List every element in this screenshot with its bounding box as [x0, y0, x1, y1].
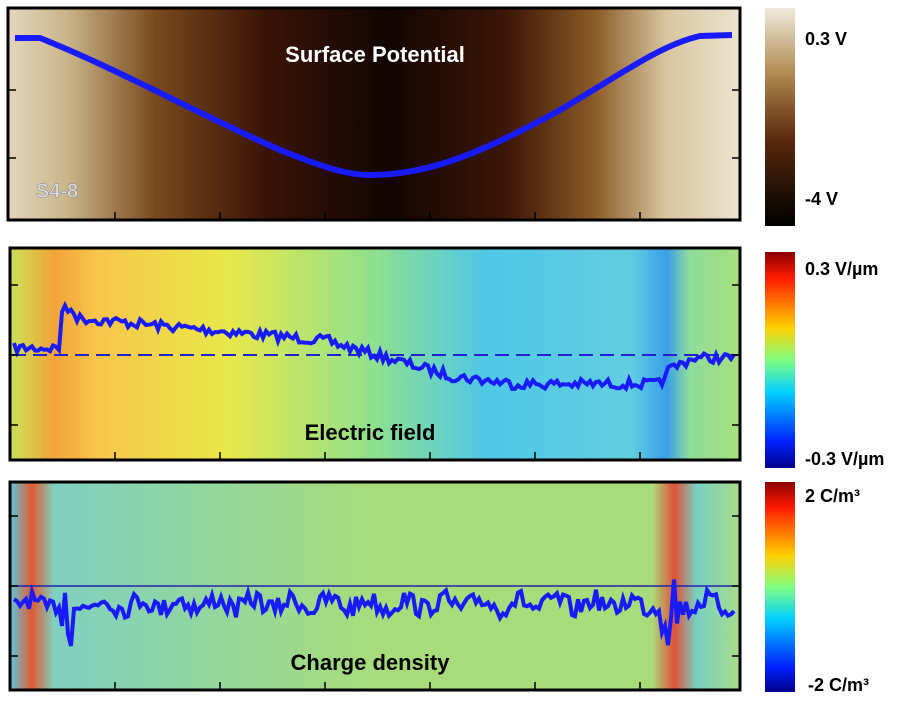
colorbar: [765, 252, 795, 468]
colorbar-min: -2 C/m³: [808, 675, 869, 695]
colorbar-max: 2 C/m³: [805, 486, 860, 506]
sample-label: S4-8: [36, 180, 78, 202]
colorbar-min: -0.3 V/µm: [805, 449, 884, 469]
panel-title: Surface Potential: [285, 42, 465, 67]
colorbar-max: 0.3 V: [805, 29, 847, 49]
colorbar: [765, 482, 795, 692]
colorbar-min: -4 V: [805, 189, 838, 209]
panel-title: Electric field: [305, 420, 436, 445]
tick-marks: [8, 89, 740, 690]
potential-map: [6, 6, 742, 222]
charge-profile: [12, 579, 736, 647]
colorbar-max: 0.3 V/µm: [805, 259, 878, 279]
field-profile: [12, 300, 736, 393]
colorbar: [765, 8, 795, 226]
panel-title: Charge density: [291, 650, 451, 675]
potential-profile: [15, 32, 733, 179]
